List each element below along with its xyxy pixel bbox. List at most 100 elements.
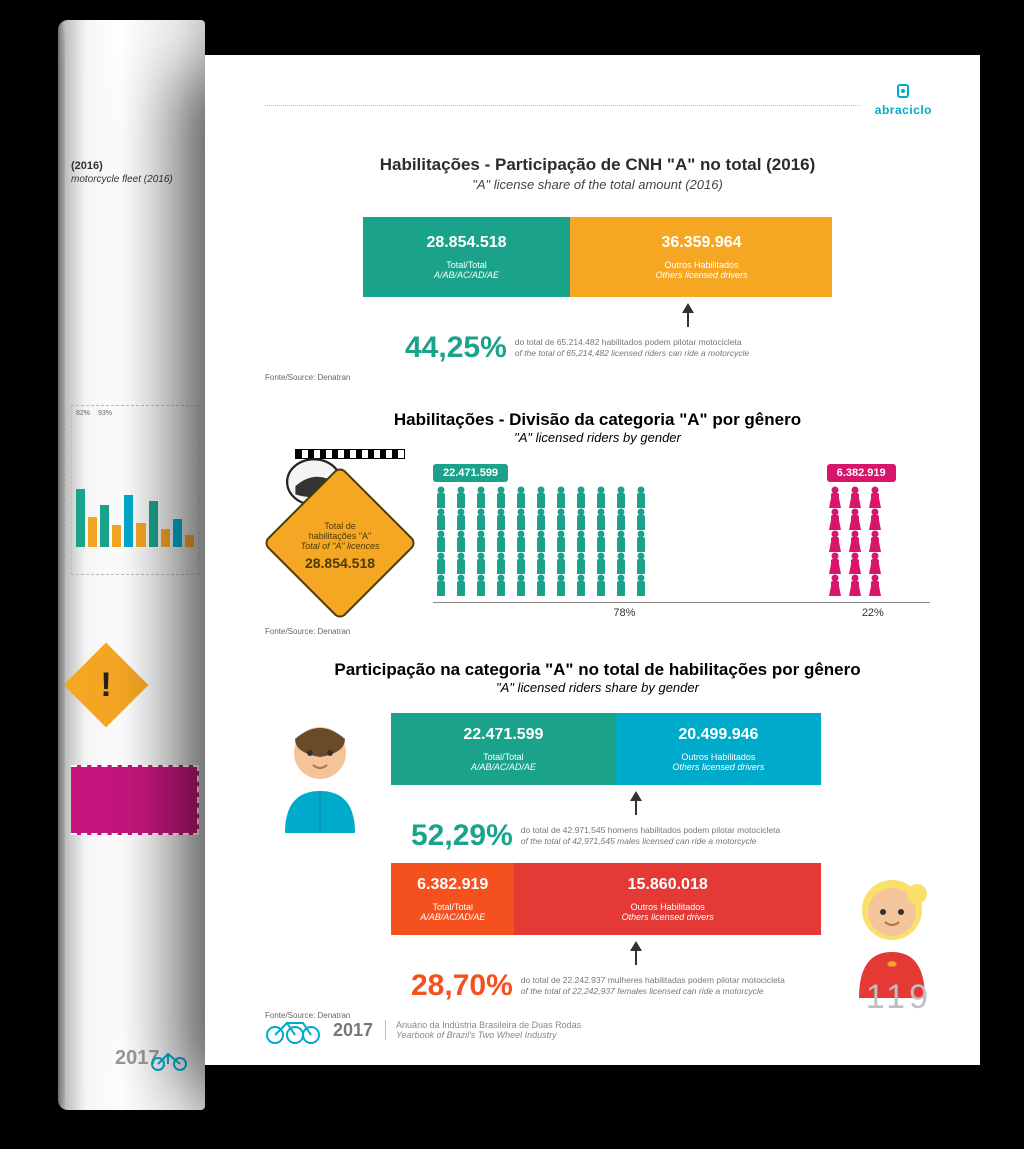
person-icon (633, 552, 649, 574)
person-icon (867, 552, 883, 574)
s1-stacked-bar: 28.854.518 Total/TotalA/AB/AC/AD/AE 36.3… (363, 217, 833, 297)
person-icon (473, 574, 489, 596)
person-icon (453, 552, 469, 574)
person-icon (513, 508, 529, 530)
person-icon (827, 552, 843, 574)
person-icon (573, 530, 589, 552)
person-icon (633, 530, 649, 552)
person-icon (453, 530, 469, 552)
bike-icon (150, 1048, 190, 1072)
arrow-icon (682, 303, 694, 313)
person-icon (847, 486, 863, 508)
person-icon (533, 486, 549, 508)
person-icon (513, 530, 529, 552)
person-icon (633, 508, 649, 530)
person-icon (613, 552, 629, 574)
person-icon (867, 530, 883, 552)
male-stacked-bar: 22.471.599 Total/TotalA/AB/AC/AD/AE 20.4… (391, 713, 821, 785)
male-avatar-icon (265, 713, 375, 838)
person-icon (593, 552, 609, 574)
person-icon (613, 508, 629, 530)
s1-percent: 44,25% (405, 331, 507, 365)
male-count-pill: 22.471.599 (433, 464, 508, 482)
s2-title: Habilitações - Divisão da categoria "A" … (265, 410, 930, 430)
arrow-icon (630, 791, 642, 801)
person-icon (867, 508, 883, 530)
section-license-share: Habilitações - Participação de CNH "A" n… (265, 155, 930, 382)
person-icon (593, 574, 609, 596)
person-icon (433, 574, 449, 596)
person-icon (553, 552, 569, 574)
person-icon (453, 508, 469, 530)
s1-source: Fonte/Source: Denatran (265, 373, 930, 382)
spine-mini-chart: 82% 93% (71, 405, 199, 575)
person-icon (533, 508, 549, 530)
female-pct: 22% (816, 602, 930, 619)
person-icon (573, 486, 589, 508)
female-count-pill: 6.382.919 (827, 464, 896, 482)
person-icon (847, 530, 863, 552)
person-icon (533, 530, 549, 552)
male-percent: 52,29% (411, 819, 513, 853)
total-diamond-badge: Total de habilitações "A" Total of "A" l… (265, 463, 415, 613)
section-gender-split: Habilitações - Divisão da categoria "A" … (265, 410, 930, 636)
person-icon (827, 530, 843, 552)
female-percent: 28,70% (411, 969, 513, 1003)
person-icon (573, 552, 589, 574)
footer-year: 2017 (333, 1020, 373, 1041)
person-icon (827, 574, 843, 596)
person-icon (473, 552, 489, 574)
person-icon (473, 530, 489, 552)
person-icon (433, 552, 449, 574)
spine-subtitle: motorcycle fleet (2016) (71, 174, 199, 185)
person-icon (827, 508, 843, 530)
left-page-partial: (2016) motorcycle fleet (2016) 82% 93% 2… (65, 20, 205, 1110)
person-icon (533, 574, 549, 596)
right-page: abraciclo Habilitações - Participação de… (205, 55, 980, 1065)
person-icon (493, 486, 509, 508)
s1-title: Habilitações - Participação de CNH "A" n… (265, 155, 930, 175)
person-icon (553, 530, 569, 552)
person-icon (867, 574, 883, 596)
person-icon (493, 552, 509, 574)
person-icon (513, 574, 529, 596)
person-icon (867, 486, 883, 508)
warning-sign-icon (65, 643, 148, 728)
person-icon (613, 486, 629, 508)
spine-title: (2016) (71, 160, 199, 172)
person-icon (553, 508, 569, 530)
person-icon (493, 508, 509, 530)
person-icon (513, 552, 529, 574)
person-icon (493, 530, 509, 552)
person-icon (553, 486, 569, 508)
person-icon (533, 552, 549, 574)
person-icon (593, 508, 609, 530)
person-icon (633, 574, 649, 596)
person-icon (433, 486, 449, 508)
female-icon-grid (827, 486, 936, 596)
person-icon (433, 508, 449, 530)
male-icon-grid (433, 486, 821, 596)
person-icon (847, 552, 863, 574)
brand-logo: abraciclo (875, 83, 932, 117)
male-note: do total de 42.971.545 homens habilitado… (521, 819, 780, 847)
page-number: 119 (866, 978, 932, 1017)
person-icon (573, 574, 589, 596)
s2-subtitle: "A" licensed riders by gender (265, 430, 930, 445)
person-icon (473, 508, 489, 530)
person-icon (453, 574, 469, 596)
person-icon (493, 574, 509, 596)
s3-title: Participação na categoria "A" no total d… (265, 660, 930, 680)
person-icon (513, 486, 529, 508)
person-icon (593, 486, 609, 508)
footer: 2017 Anuário da Indústria Brasileira de … (265, 1015, 581, 1045)
s1-subtitle: "A" license share of the total amount (2… (265, 177, 930, 192)
person-icon (847, 508, 863, 530)
person-icon (593, 530, 609, 552)
person-icon (613, 530, 629, 552)
male-pct: 78% (433, 602, 816, 619)
person-icon (553, 574, 569, 596)
s3-subtitle: "A" licensed riders share by gender (265, 680, 930, 695)
person-icon (633, 486, 649, 508)
person-icon (473, 486, 489, 508)
